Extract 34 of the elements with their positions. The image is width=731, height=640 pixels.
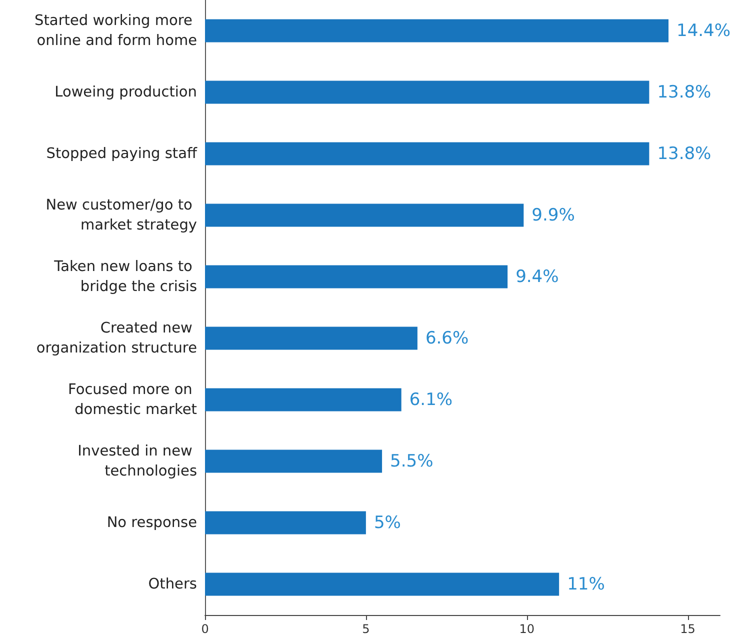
y-tick-label: Others — [148, 576, 197, 592]
bar — [205, 572, 560, 596]
bar — [205, 19, 668, 42]
bar — [205, 326, 418, 350]
y-tick-label: Stopped paying staff — [46, 146, 198, 162]
x-tick-label: 5 — [362, 622, 370, 636]
data-label: 6.1% — [409, 390, 453, 410]
bar — [205, 511, 366, 534]
y-tick-label: No response — [106, 514, 198, 531]
y-tick-label: Created new organization structure — [36, 320, 198, 356]
x-tick-label: 15 — [680, 622, 696, 636]
y-tick-label: Focused more on domestic market — [68, 382, 198, 418]
y-tick-label: New customer/go to market strategy — [46, 197, 198, 234]
x-tick-label: 10 — [519, 622, 535, 636]
data-label: 9.9% — [532, 205, 575, 226]
bar — [205, 80, 650, 104]
data-label: 6.6% — [425, 328, 469, 348]
y-tick-label: Started working more online and form home — [34, 12, 198, 49]
y-tick-label: Invested in new technologies — [78, 443, 197, 480]
bar — [205, 388, 402, 412]
data-label: 11% — [567, 574, 605, 594]
data-label: 13.8% — [657, 82, 712, 102]
data-label: 14.4% — [676, 20, 731, 41]
data-label: 13.8% — [657, 144, 712, 164]
bar — [205, 204, 524, 227]
bar — [205, 450, 382, 473]
bar — [205, 265, 508, 288]
bar — [205, 142, 650, 166]
y-tick-label: Taken new loans to bridge the crisis — [53, 258, 197, 295]
data-label: 5.5% — [390, 451, 434, 472]
y-tick-label: Loweing production — [54, 84, 197, 100]
x-tick-label: 0 — [201, 622, 209, 636]
data-label: 9.4% — [516, 266, 559, 287]
data-label: 5% — [374, 512, 401, 533]
